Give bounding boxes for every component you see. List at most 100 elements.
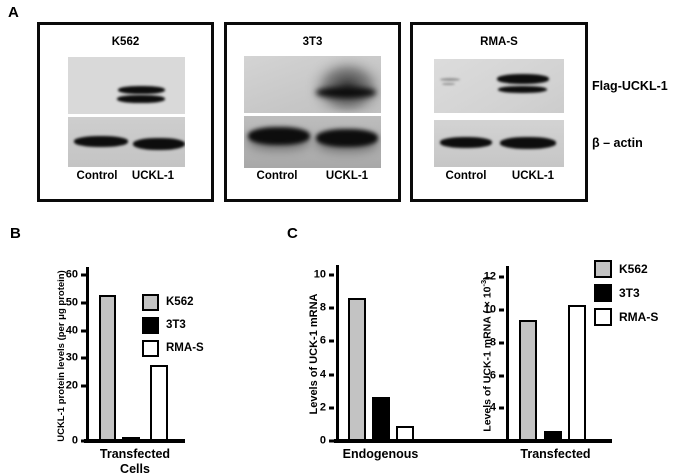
actin-band-control (440, 137, 492, 148)
y-tick: 10 (483, 303, 504, 316)
y-tick-label: 60 (65, 268, 78, 281)
y-tick: 40 (66, 325, 86, 336)
blot-title-rmas: RMA-S (480, 36, 518, 48)
bar-3t3 (544, 431, 562, 441)
actin-band-uckl1 (316, 129, 378, 147)
legend-row-k562: K562 (594, 260, 658, 278)
y-tick-label: 4 (319, 368, 326, 381)
actin-band-uckl1 (500, 137, 556, 149)
flag-band-core (316, 87, 376, 98)
y-tick-mark (81, 384, 86, 388)
y-tick-mark (81, 329, 86, 333)
legend-swatch-3t3 (142, 317, 159, 334)
flag-smudge-uckl1 (310, 56, 381, 112)
legend-swatch-k562 (142, 294, 159, 311)
y-tick-mark (329, 439, 334, 443)
lane-label-uckl1: UCKL-1 (325, 170, 369, 182)
y-tick-label: 2 (319, 401, 326, 414)
chart-c1-y-axis-ticks: 0 2 4 6 8 10 (300, 265, 334, 446)
flag-faint-band-control-2 (442, 83, 455, 85)
blot-title-3t3: 3T3 (302, 36, 323, 48)
panel-b-label: B (10, 225, 21, 242)
blot-title-k562: K562 (111, 36, 140, 48)
legend-row-3t3: 3T3 (594, 284, 658, 302)
legend-label-3t3: 3T3 (619, 285, 640, 300)
chart-c2-legend: K562 3T3 RMA-S (594, 260, 658, 332)
y-tick-label: 8 (319, 301, 326, 314)
y-tick-label: 40 (65, 324, 78, 337)
flag-band-lower (117, 95, 165, 103)
legend-swatch-rmas (594, 308, 612, 326)
legend-row-rmas: RMA-S (594, 308, 658, 326)
y-tick-mark (499, 275, 504, 279)
y-tick-mark (81, 356, 86, 360)
y-tick: 8 (319, 301, 334, 314)
chart-c2-plot-area (509, 266, 595, 441)
y-tick: 12 (484, 271, 504, 283)
y-tick-mark (329, 406, 334, 410)
legend-swatch-rmas (142, 340, 159, 357)
chart-b-y-axis-line (86, 267, 89, 443)
y-tick-label: 20 (65, 379, 78, 392)
actin-band-control (74, 136, 128, 147)
y-tick: 60 (65, 268, 86, 281)
band-row-label-beta-actin: β – actin (592, 136, 643, 150)
y-tick-mark (499, 406, 504, 410)
y-tick: 0 (319, 434, 334, 447)
y-tick-mark (329, 306, 334, 310)
y-tick: 8 (490, 337, 504, 348)
lane-label-control: Control (76, 170, 118, 182)
legend-label-3t3: 3T3 (166, 319, 186, 331)
bar-rmas (396, 426, 414, 441)
chart-c2-x-axis-label: Transfected (520, 447, 591, 461)
y-tick-mark (499, 341, 504, 345)
y-tick-mark (81, 301, 86, 305)
actin-blot-image-k562 (68, 117, 185, 167)
bar-rmas (568, 305, 586, 441)
chart-b-legend: K562 3T3 RMA-S (142, 294, 204, 363)
y-tick: 20 (66, 380, 86, 391)
y-tick-label: 10 (483, 303, 496, 316)
legend-label-k562: K562 (619, 261, 648, 276)
y-tick: 10 (314, 269, 334, 280)
y-tick: 50 (66, 297, 86, 308)
x-label-line1: Transfected (99, 447, 171, 461)
bar-3t3 (372, 397, 390, 441)
legend-label-rmas: RMA-S (619, 309, 659, 324)
chart-c2-y-axis-line (506, 266, 509, 443)
chart-c1-plot-area (339, 265, 419, 441)
blot-box-k562: K562 Control UCKL-1 (37, 22, 214, 202)
legend-label-rmas: RMA-S (166, 342, 204, 354)
y-tick-label: 10 (313, 268, 326, 281)
chart-b-x-axis-label: Transfected Cells (89, 447, 181, 476)
legend-row-3t3: 3T3 (142, 317, 204, 334)
band-row-label-flag-uckl1: Flag-UCKL-1 (592, 79, 668, 93)
panel-a-label: A (8, 4, 19, 21)
y-tick-mark (329, 339, 334, 343)
y-tick: 6 (490, 370, 504, 381)
x-label-line2: Cells (120, 462, 150, 476)
chart-c-x-axis-line (334, 439, 612, 443)
y-tick-mark (329, 273, 334, 277)
chart-c1-x-axis-label: Endogenous (342, 447, 419, 461)
flag-band-upper (118, 86, 165, 94)
actin-band-uckl1 (133, 138, 185, 150)
chart-c1-y-axis-line (336, 265, 339, 443)
lane-label-uckl1: UCKL-1 (511, 170, 555, 182)
panel-c-label: C (287, 225, 298, 242)
y-tick-label: 30 (65, 351, 78, 364)
y-tick: 4 (489, 401, 504, 414)
y-tick: 30 (65, 351, 86, 364)
y-tick-label: 4 (489, 401, 496, 414)
y-tick-mark (329, 373, 334, 377)
flag-blot-image-3t3 (244, 56, 381, 113)
blot-box-3t3: 3T3 Control UCKL-1 (224, 22, 401, 202)
lane-label-uckl1: UCKL-1 (131, 170, 175, 182)
y-tick: 4 (320, 369, 334, 380)
legend-swatch-k562 (594, 260, 612, 278)
y-tick-label: 0 (319, 434, 326, 447)
flag-band-lower (498, 86, 547, 93)
y-tick-label: 50 (65, 296, 78, 309)
flag-band-upper (497, 74, 549, 84)
bar-3t3 (122, 436, 140, 441)
